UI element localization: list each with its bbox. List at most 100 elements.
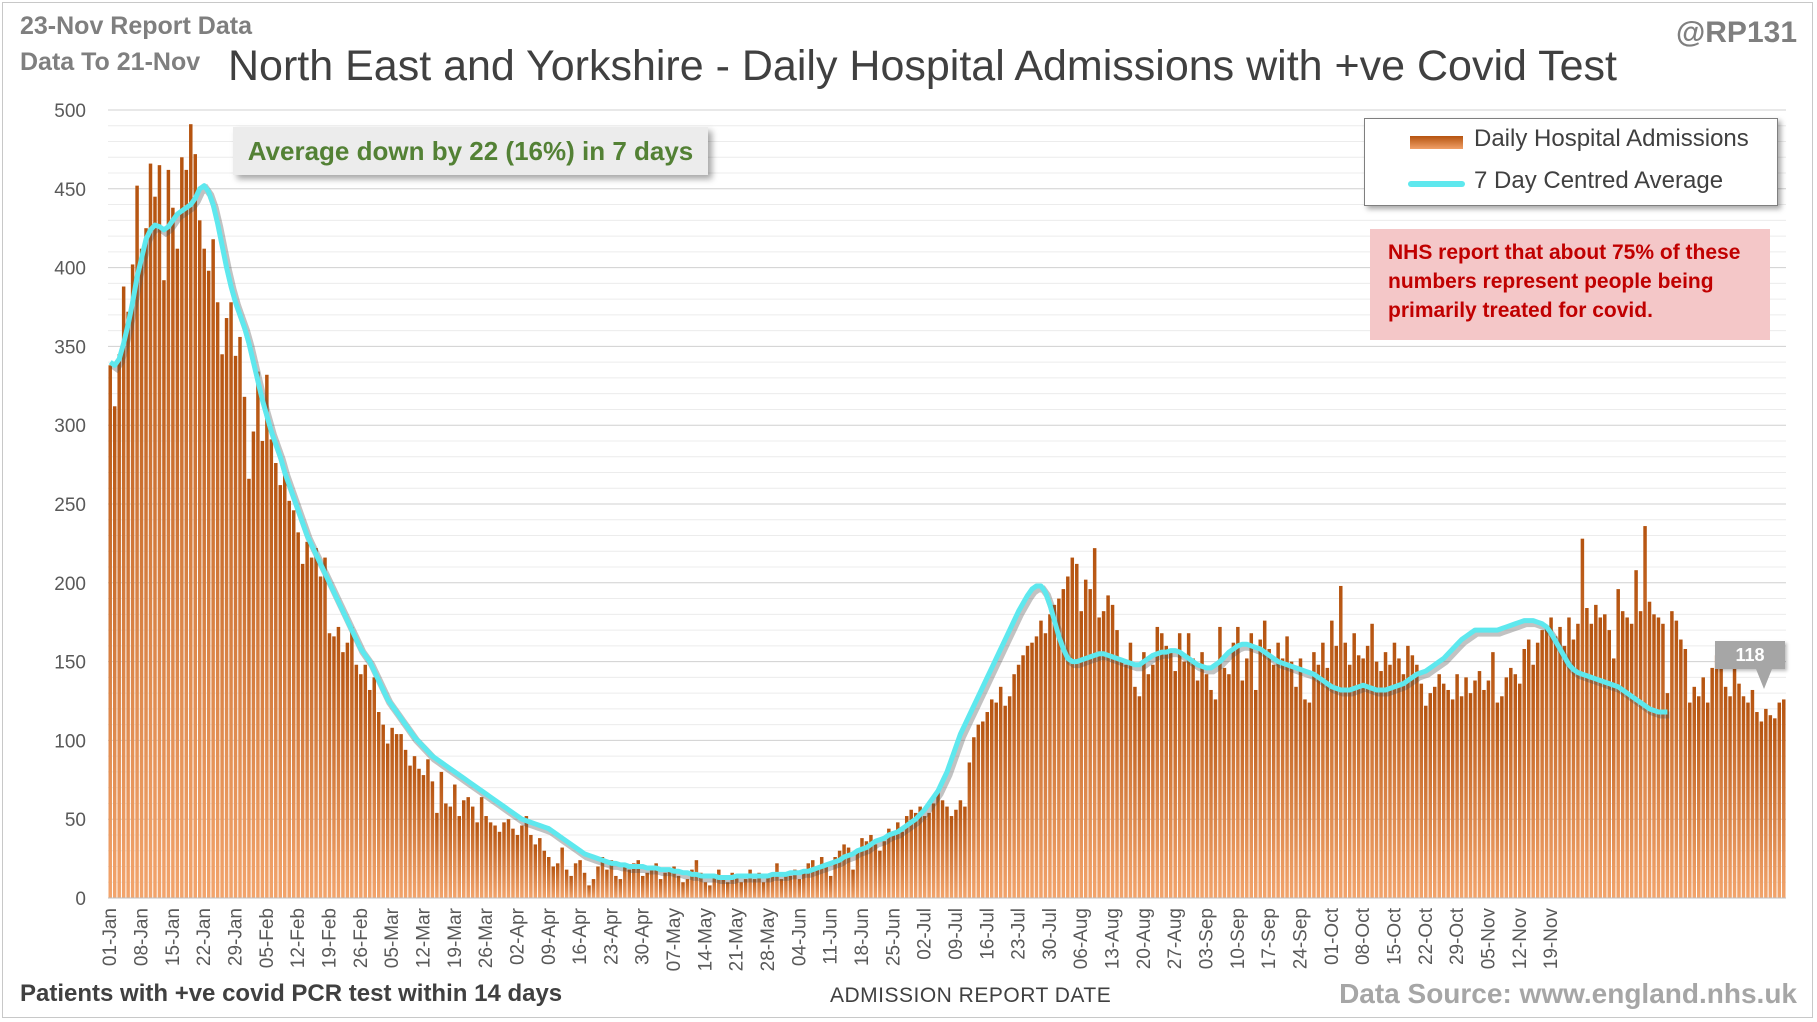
bar bbox=[712, 875, 717, 898]
x-tick-label: 12-Mar bbox=[413, 907, 434, 968]
bar bbox=[1379, 671, 1383, 898]
bar bbox=[238, 336, 242, 899]
bar bbox=[770, 872, 775, 898]
bar bbox=[1759, 721, 1764, 898]
bar bbox=[376, 712, 381, 898]
bar bbox=[1003, 705, 1007, 898]
bar bbox=[555, 863, 560, 898]
x-tick-label: 12-Nov bbox=[1510, 908, 1531, 970]
bar bbox=[663, 872, 667, 898]
bar bbox=[1629, 623, 1634, 898]
y-tick-label: 350 bbox=[54, 337, 86, 358]
bar bbox=[345, 642, 350, 898]
y-tick-label: 500 bbox=[54, 101, 86, 122]
bar bbox=[314, 548, 318, 898]
bar bbox=[743, 879, 748, 898]
bar bbox=[296, 532, 300, 898]
bar bbox=[784, 872, 788, 898]
x-tick-label: 02-Jul bbox=[915, 908, 936, 960]
bar bbox=[144, 228, 148, 898]
bar bbox=[533, 844, 538, 898]
bar bbox=[1343, 642, 1347, 898]
bar bbox=[1236, 626, 1240, 898]
x-tick-label: 30-Jul bbox=[1040, 908, 1061, 960]
bar bbox=[1764, 708, 1768, 898]
bar bbox=[1741, 696, 1746, 898]
bar bbox=[1750, 689, 1755, 898]
bar bbox=[788, 875, 793, 898]
bar bbox=[1151, 664, 1155, 898]
x-tick-label: 23-Apr bbox=[601, 907, 622, 965]
bar bbox=[1522, 648, 1526, 898]
x-tick-label: 21-May bbox=[727, 908, 748, 972]
bar bbox=[1723, 686, 1728, 898]
bar bbox=[1052, 604, 1057, 898]
y-tick-label: 450 bbox=[54, 180, 86, 201]
bar bbox=[417, 768, 421, 898]
bar bbox=[1303, 699, 1307, 898]
x-tick-label: 29-Oct bbox=[1447, 907, 1468, 965]
x-tick-label: 22-Jan bbox=[194, 908, 215, 966]
bar bbox=[430, 781, 435, 898]
bar bbox=[1518, 683, 1522, 898]
bar bbox=[1406, 645, 1410, 898]
bar bbox=[229, 302, 233, 899]
bar bbox=[421, 775, 426, 898]
bar bbox=[1468, 693, 1473, 898]
y-axis: 0 50 100 150 200 250 300 350 400 450 500 bbox=[54, 101, 86, 910]
bar bbox=[685, 879, 690, 898]
bar bbox=[1504, 677, 1509, 898]
bar bbox=[967, 762, 972, 898]
bar bbox=[1361, 658, 1365, 898]
bar bbox=[564, 869, 569, 898]
bar bbox=[1034, 636, 1039, 898]
bar bbox=[1535, 642, 1540, 898]
bar bbox=[748, 869, 752, 898]
bar bbox=[1177, 633, 1182, 898]
bar bbox=[350, 626, 354, 898]
data-to-date: Data To 21-Nov bbox=[20, 48, 201, 76]
bar bbox=[426, 759, 430, 898]
bar bbox=[1464, 677, 1468, 898]
bar bbox=[819, 857, 824, 898]
bar bbox=[1321, 642, 1325, 898]
bar bbox=[1696, 696, 1701, 898]
bar bbox=[162, 280, 166, 898]
y-tick-label: 100 bbox=[54, 731, 86, 752]
bar bbox=[963, 806, 967, 898]
bar bbox=[587, 885, 591, 898]
bar bbox=[1746, 702, 1750, 898]
bar bbox=[1679, 639, 1683, 898]
bar bbox=[1083, 579, 1088, 898]
bar bbox=[1347, 664, 1352, 898]
bar bbox=[1531, 664, 1535, 898]
x-tick-label: 05-Nov bbox=[1478, 908, 1499, 970]
bar bbox=[412, 756, 417, 898]
bar bbox=[618, 879, 623, 898]
bar bbox=[448, 806, 453, 898]
average-change-annotation: Average down by 22 (16%) in 7 days bbox=[233, 127, 708, 175]
bar bbox=[1271, 664, 1276, 898]
bar bbox=[860, 838, 864, 898]
bar bbox=[904, 816, 909, 898]
bar bbox=[717, 869, 721, 898]
bar bbox=[1276, 642, 1280, 898]
bar bbox=[520, 825, 524, 898]
x-tick-label: 19-Mar bbox=[445, 907, 466, 968]
bar bbox=[761, 882, 766, 898]
bar bbox=[1200, 652, 1204, 898]
x-tick-label: 03-Sep bbox=[1197, 908, 1218, 969]
bar bbox=[658, 879, 663, 898]
bar bbox=[578, 860, 582, 898]
bar bbox=[649, 866, 654, 898]
bar bbox=[547, 857, 551, 898]
bar bbox=[981, 721, 985, 898]
bar bbox=[148, 163, 153, 899]
bar bbox=[1186, 633, 1191, 898]
bar bbox=[1285, 636, 1289, 898]
footnote: Patients with +ve covid PCR test within … bbox=[20, 980, 563, 1007]
bar bbox=[1620, 611, 1625, 898]
bar bbox=[1544, 626, 1549, 898]
bar bbox=[318, 576, 323, 898]
bar bbox=[1643, 526, 1647, 898]
